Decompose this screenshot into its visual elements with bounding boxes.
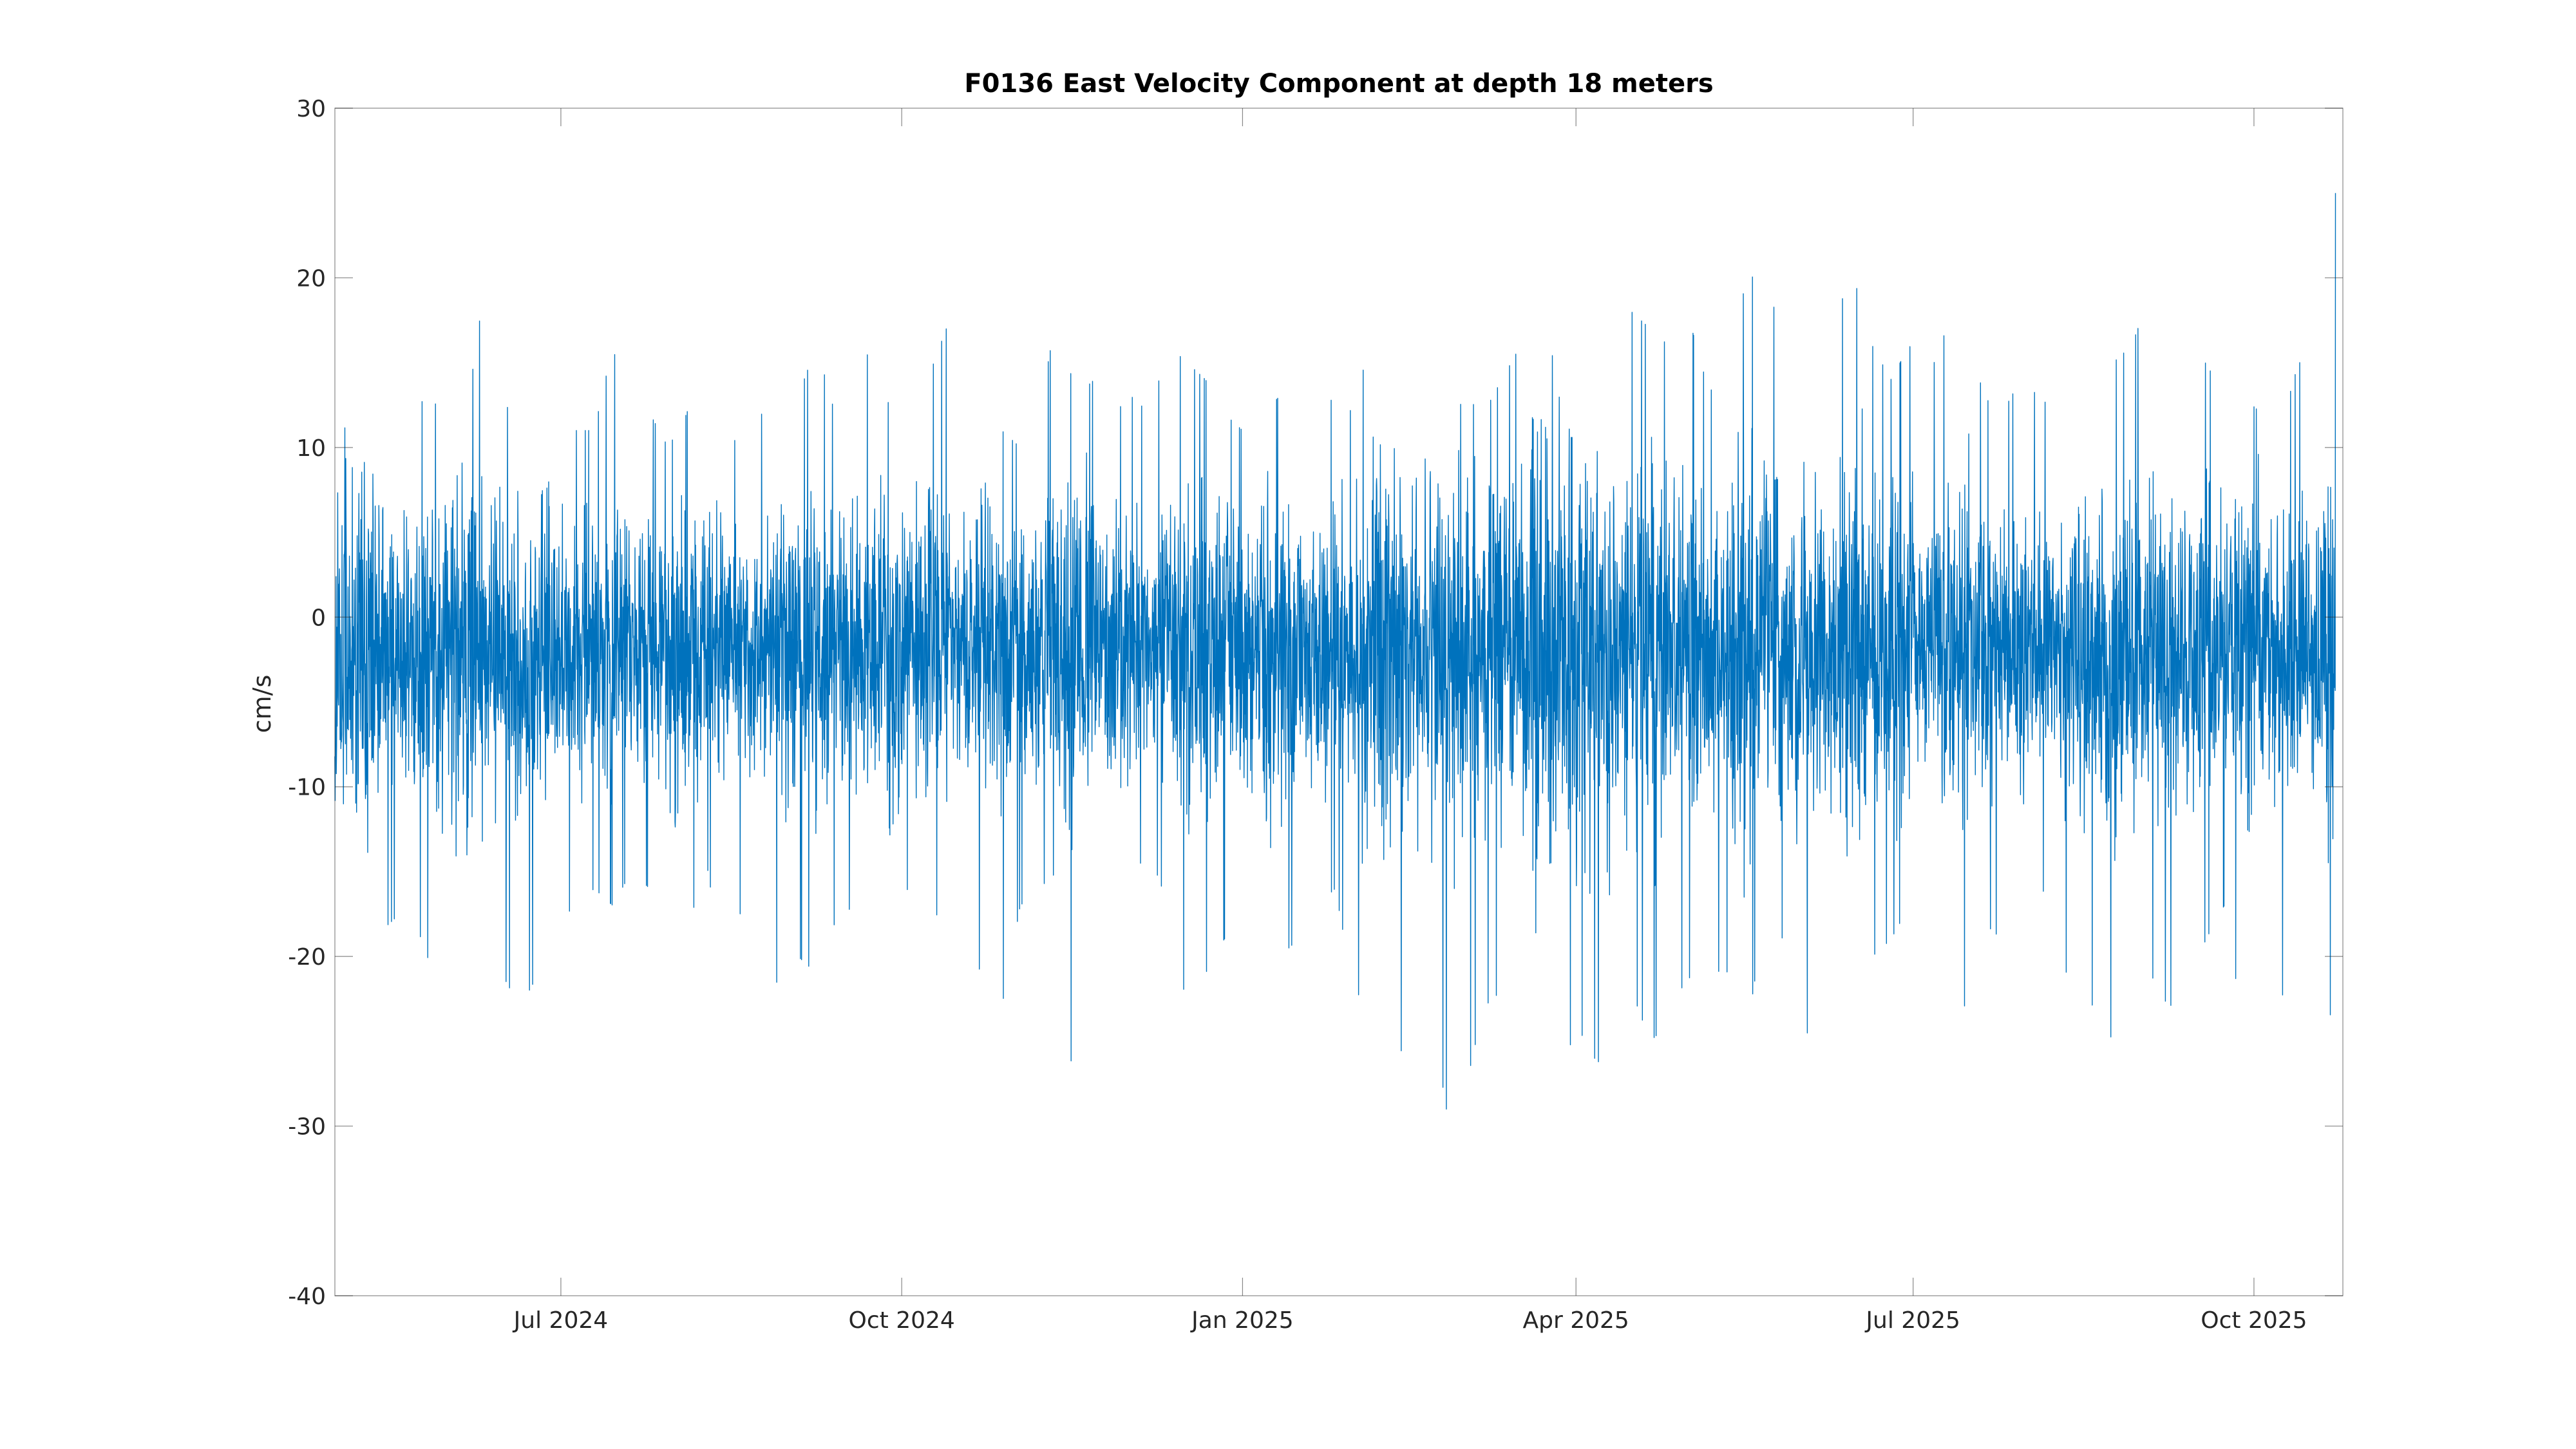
tick-labels: 30 20 10 0 -10 -20 -30 -40 Jul 2024 Oct 2024 Jan 2… [288,96,2307,1334]
x-tick-label: Jan 2025 [1190,1307,1294,1334]
y-tick-label: -40 [288,1283,326,1310]
y-tick-label: -10 [288,775,326,801]
y-tick-label: 20 [296,265,326,292]
y-tick-label: -30 [288,1114,326,1141]
tick-marks [335,108,2343,1296]
y-tick-label: 10 [296,435,326,462]
x-tick-label: Oct 2025 [2201,1307,2307,1334]
axes-frame [334,108,2344,1296]
series-line [334,193,2336,1110]
x-tick-label: Oct 2024 [849,1307,955,1334]
y-axis-label: cm/s [248,675,276,734]
series-lines [334,193,2336,1110]
x-tick-label: Apr 2025 [1523,1307,1629,1334]
y-tick-label: 0 [311,605,326,631]
y-tick-label: 30 [296,96,326,122]
chart-title: F0136 East Velocity Component at depth 1… [964,69,1713,99]
y-tick-label: -20 [288,944,326,971]
x-tick-label: Jul 2024 [513,1307,609,1334]
x-tick-label: Jul 2025 [1864,1307,1960,1334]
